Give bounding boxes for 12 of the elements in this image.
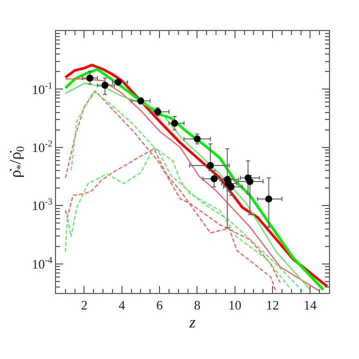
x-tick-label: 14 (304, 298, 318, 313)
x-tick-label: 12 (266, 298, 280, 313)
y-tick-label: 10$^{-4}$ (32, 254, 53, 272)
x-tick-label: 8 (194, 298, 200, 313)
y-tick-label: 10$^{-2}$ (32, 138, 53, 155)
x-tick-label: 2 (80, 298, 88, 313)
x-tick-label: 6 (156, 298, 164, 313)
y-tick-label: 10$^{-3}$ (32, 196, 53, 214)
y-tick-label: 10$^{-1}$ (32, 80, 52, 97)
x-tick-label: 10 (228, 298, 242, 313)
x-tick-label: 4 (118, 298, 126, 313)
x-axis-title: z (188, 314, 196, 332)
